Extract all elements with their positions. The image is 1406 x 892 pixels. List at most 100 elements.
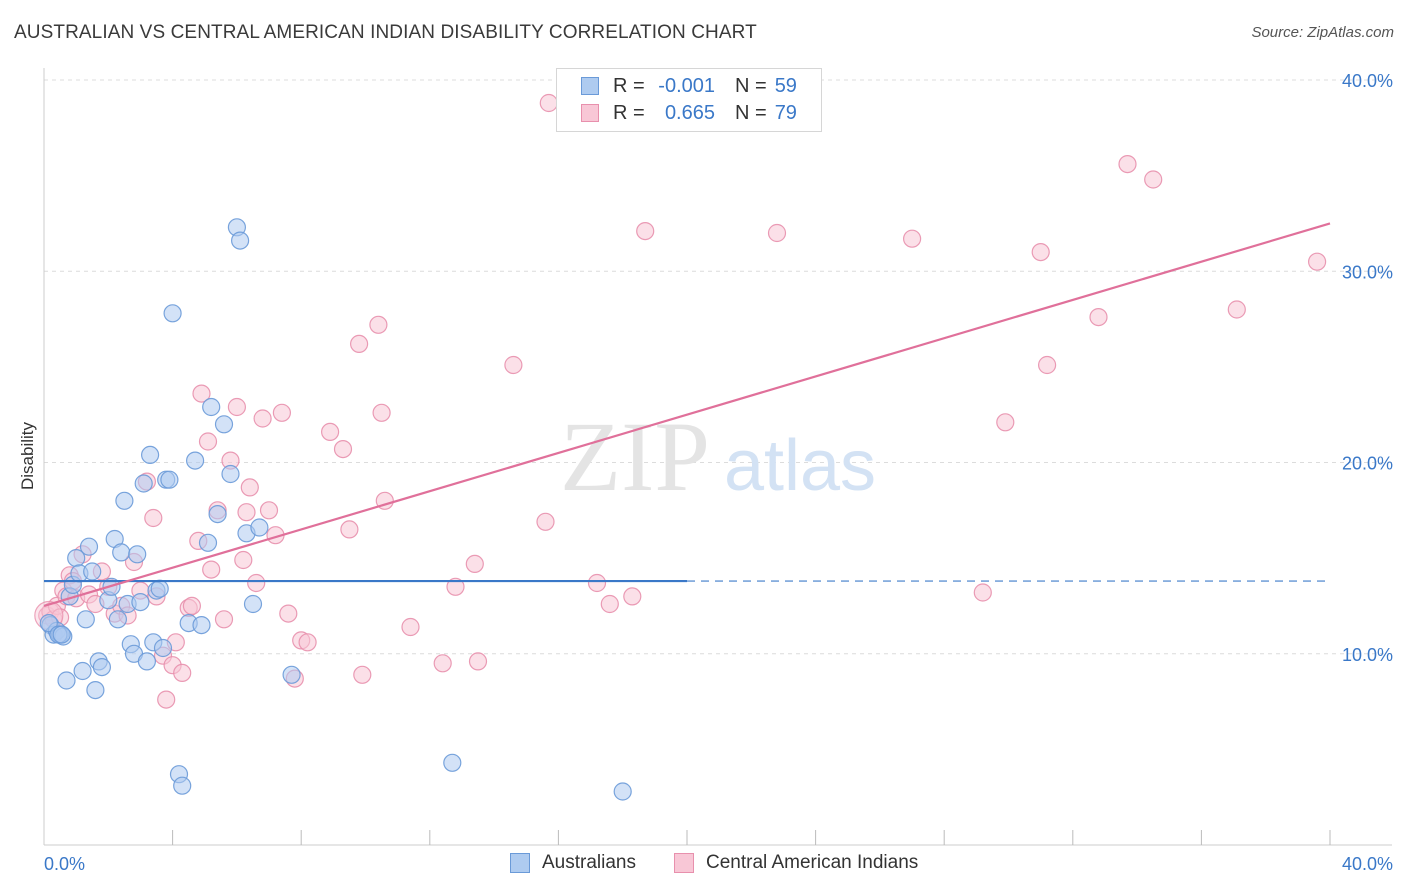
legend-n-value: 59 — [774, 74, 797, 97]
data-point-australians — [76, 610, 95, 629]
data-point-australians — [137, 652, 156, 671]
data-point-australians — [192, 615, 211, 635]
data-point-australians — [141, 445, 160, 464]
data-point-central-american-indians — [1037, 355, 1057, 375]
data-point-australians — [83, 562, 102, 581]
data-point-central-american-indians — [636, 222, 655, 241]
y-tick-label: 10.0% — [1342, 645, 1393, 665]
data-point-central-american-indians — [234, 550, 253, 570]
data-point-australians — [134, 474, 153, 493]
data-point-australians — [108, 610, 128, 629]
data-point-central-american-indians — [372, 403, 391, 422]
data-point-central-american-indians — [1307, 252, 1327, 271]
tick-labels: 10.0% 20.0% 30.0% 40.0% 0.0% 40.0% — [44, 71, 1393, 874]
y-tick-label: 40.0% — [1342, 71, 1393, 91]
trend-lines — [43, 222, 1331, 607]
x-tick-label: 0.0% — [44, 854, 85, 874]
data-point-central-american-indians — [247, 573, 266, 593]
data-point-australians — [153, 638, 173, 658]
data-point-central-american-indians — [433, 654, 452, 673]
watermark: ZIP atlas — [560, 401, 876, 512]
data-point-central-american-indians — [192, 384, 211, 403]
data-point-central-american-indians — [446, 577, 465, 596]
data-point-central-american-indians — [465, 554, 484, 574]
data-point-central-american-indians — [214, 610, 234, 629]
data-point-central-american-indians — [202, 560, 221, 579]
data-point-australians — [92, 657, 112, 677]
data-point-central-american-indians — [369, 315, 388, 334]
data-point-central-american-indians — [173, 663, 192, 683]
data-point-australians — [208, 504, 227, 524]
legend-label-central-american-indians: Central American Indians — [706, 852, 919, 873]
data-point-australians — [613, 782, 632, 801]
legend-n-value: 79 — [774, 101, 797, 124]
data-point-central-american-indians — [902, 229, 922, 248]
series-legend: Australians Central American Indians — [0, 852, 1406, 876]
watermark-atlas: atlas — [724, 426, 876, 506]
data-point-central-american-indians — [333, 440, 353, 459]
data-point-central-american-indians — [996, 413, 1015, 432]
chart-title: AUSTRALIAN VS CENTRAL AMERICAN INDIAN DI… — [14, 22, 757, 43]
trend-line-central-american-indians — [43, 222, 1331, 607]
data-point-australians — [52, 625, 71, 644]
data-point-central-american-indians — [973, 583, 992, 602]
data-point-australians — [186, 451, 205, 470]
legend-swatch-pink — [581, 104, 599, 122]
data-point-central-american-indians — [182, 596, 201, 616]
source-label: Source: ZipAtlas.com — [1251, 24, 1394, 41]
data-point-australians — [86, 680, 105, 700]
data-point-central-american-indians — [767, 223, 787, 243]
data-point-central-american-indians — [272, 403, 291, 422]
y-tick-label: 20.0% — [1342, 454, 1393, 474]
data-point-australians — [231, 231, 250, 250]
data-point-australians — [221, 464, 240, 484]
legend-item-central-american-indians[interactable]: Central American Indians — [674, 852, 918, 874]
watermark-zip: ZIP — [560, 401, 710, 512]
data-point-central-american-indians — [623, 587, 642, 606]
legend-r-value: 0.665 — [664, 101, 715, 124]
axes — [43, 68, 1392, 846]
legend-label-australians: Australians — [542, 852, 636, 873]
data-point-central-american-indians — [144, 508, 163, 528]
data-point-central-american-indians — [321, 422, 340, 441]
data-point-australians — [250, 518, 269, 537]
data-point-central-american-indians — [227, 397, 246, 417]
legend-item-australians[interactable]: Australians — [510, 852, 636, 874]
data-point-australians — [198, 533, 218, 552]
data-point-australians — [202, 397, 221, 417]
data-point-central-american-indians — [1227, 300, 1246, 319]
data-point-central-american-indians — [340, 520, 359, 539]
data-point-central-american-indians — [157, 690, 176, 709]
data-point-central-american-indians — [237, 503, 256, 522]
data-point-australians — [163, 304, 182, 323]
legend-r-label: R = — [613, 101, 645, 124]
data-point-central-american-indians — [1144, 170, 1163, 189]
legend-n-label: N = — [735, 101, 767, 124]
data-point-central-american-indians — [259, 501, 279, 520]
data-point-central-american-indians — [401, 617, 420, 637]
correlation-legend: R = -0.001 N = 59 R = 0.665 N = 79 — [556, 68, 822, 132]
y-tick-label: 30.0% — [1342, 262, 1393, 282]
data-point-central-american-indians — [504, 355, 523, 375]
data-point-australians — [79, 537, 99, 556]
data-point-central-american-indians — [1118, 155, 1137, 174]
data-point-australians — [243, 594, 263, 614]
data-point-australians — [131, 592, 150, 612]
data-point-australians — [112, 543, 131, 562]
data-point-australians — [282, 665, 301, 684]
data-point-central-american-indians — [198, 432, 218, 451]
data-point-central-american-indians — [1031, 243, 1050, 262]
data-point-central-american-indians — [240, 478, 259, 497]
legend-row-australians: R = -0.001 N = 59 — [581, 73, 797, 99]
data-point-australians — [73, 661, 92, 681]
data-point-central-american-indians — [539, 93, 558, 113]
legend-swatch-blue — [510, 853, 530, 873]
legend-swatch-pink — [674, 853, 694, 873]
data-point-australians — [115, 491, 134, 510]
data-point-australians — [173, 776, 192, 795]
data-point-australians — [160, 470, 179, 489]
data-point-central-american-indians — [536, 512, 555, 531]
legend-r-label: R = — [613, 74, 645, 97]
data-point-central-american-indians — [350, 334, 369, 353]
